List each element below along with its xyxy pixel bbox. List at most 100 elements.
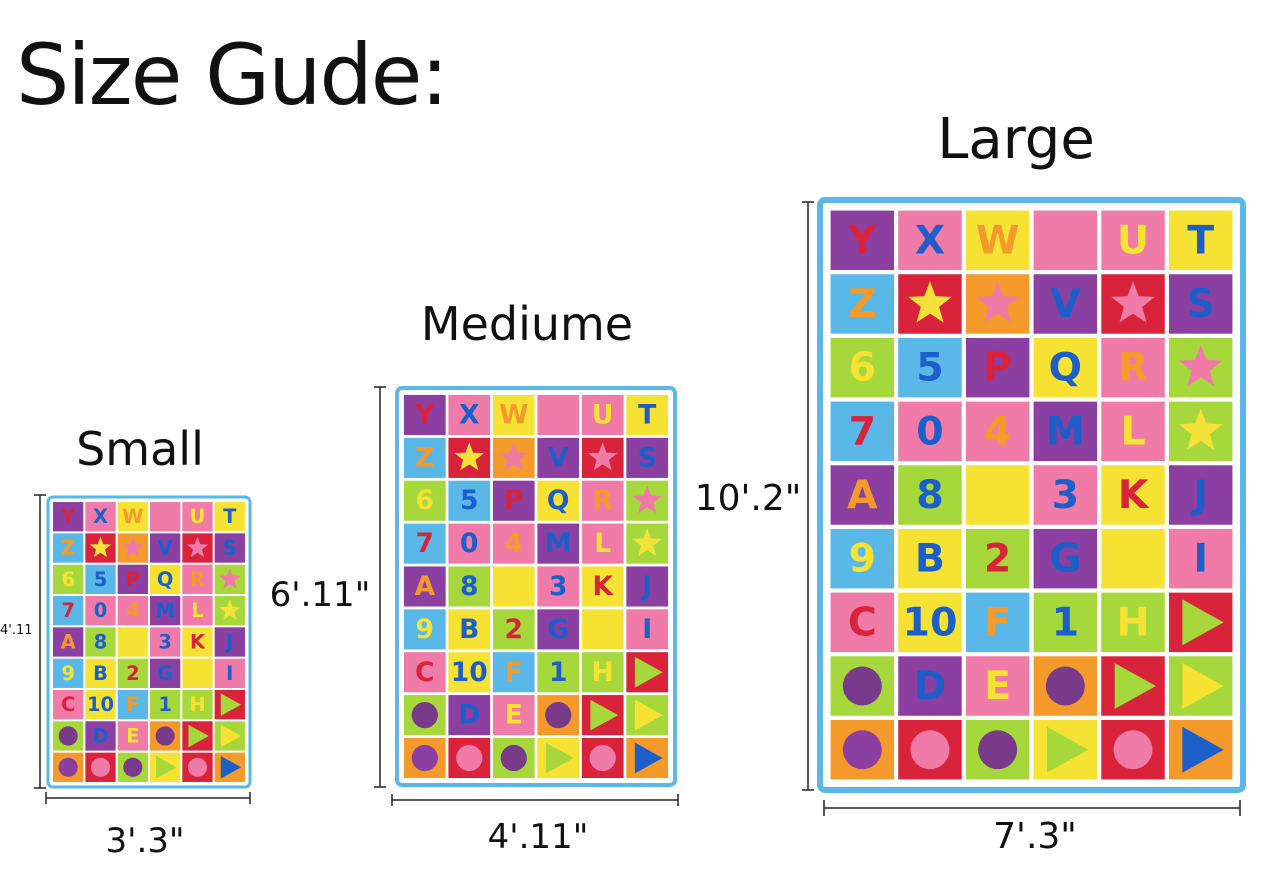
tile-letter: P (504, 485, 523, 516)
tile-letter: X (915, 217, 945, 263)
tile-letter: P (983, 345, 1012, 391)
tile (448, 480, 491, 521)
tile (85, 596, 116, 626)
tile-letter: R (1118, 345, 1148, 391)
tile (965, 210, 1030, 271)
tile-letter: T (223, 505, 237, 528)
tile (448, 566, 491, 607)
star-icon (588, 442, 618, 471)
tile (1033, 401, 1098, 462)
tile (403, 523, 446, 564)
tile (214, 533, 245, 563)
tile (965, 656, 1030, 716)
circle-icon (842, 730, 882, 770)
tile (537, 566, 580, 607)
tile (403, 437, 446, 478)
tile (53, 689, 84, 720)
tile (1033, 274, 1098, 334)
tile-letter: 1 (1052, 599, 1079, 645)
tile-letter: A (847, 472, 878, 518)
tile-letter: 1 (549, 657, 568, 688)
tile (85, 658, 116, 688)
tile-letter: 10 (903, 599, 958, 645)
tile (626, 566, 669, 607)
tile (403, 652, 446, 693)
triangle-icon (220, 693, 242, 716)
tile-letter: X (93, 505, 108, 528)
star-icon (908, 281, 952, 323)
triangle-icon (1182, 663, 1224, 709)
triangle-icon (634, 699, 663, 731)
tile-letter: S (638, 442, 657, 473)
star-icon (219, 599, 241, 620)
tile-letter: H (1116, 599, 1149, 645)
tile-letter: 6 (416, 485, 435, 516)
tile (830, 592, 895, 653)
tile (1101, 592, 1165, 653)
circle-icon (1045, 666, 1085, 706)
width-label: 7'.3" (993, 816, 1077, 857)
tile-letter: Z (848, 281, 877, 327)
tile-letter: 5 (916, 345, 943, 391)
tile-letter: U (190, 505, 206, 528)
tile (1033, 337, 1098, 398)
tile-letter: P (126, 568, 140, 591)
tile (492, 566, 535, 607)
tile (117, 689, 148, 720)
size-label: Large (937, 107, 1095, 172)
tile (581, 523, 624, 564)
tile-letter: M (156, 599, 175, 622)
tile (448, 695, 491, 736)
tile (1033, 465, 1098, 525)
tile (898, 337, 962, 398)
tile (965, 337, 1030, 398)
tile (537, 652, 580, 693)
circle-icon (978, 730, 1018, 770)
tile-letter: N (125, 631, 141, 654)
tile (537, 480, 580, 521)
tile (53, 627, 84, 657)
tile (898, 656, 962, 716)
size-label: Small (76, 422, 204, 476)
tile (830, 401, 895, 462)
tile-letter: 1 (158, 693, 172, 716)
tile (150, 533, 181, 563)
tile-letter: 4 (126, 599, 140, 622)
tile (150, 658, 181, 688)
tile-letter: B (459, 614, 479, 645)
tile (117, 564, 148, 595)
tile-letter: 9 (849, 536, 876, 582)
star-icon (1178, 344, 1223, 387)
tile-letter: 8 (460, 571, 479, 602)
dimension-lines (34, 201, 1241, 816)
tile (830, 465, 895, 525)
tile (581, 652, 624, 693)
tile-letter: 10 (87, 693, 114, 716)
tile-letter: Z (61, 537, 75, 560)
tile (898, 592, 962, 653)
tile-letter: U (592, 399, 614, 430)
tile (53, 596, 84, 626)
tile-letter: K (592, 571, 614, 602)
tile-letter: R (190, 568, 205, 591)
tile (1168, 465, 1233, 525)
tile-letter: N (981, 472, 1014, 518)
tile-letter: J (224, 631, 233, 654)
height-label: 6'.11" (270, 575, 371, 615)
tile (85, 627, 116, 657)
tile-letter: S (1186, 281, 1214, 327)
tile-letter: 3 (158, 631, 172, 654)
tile-letter: G (1049, 536, 1081, 582)
tile-letter: V (1050, 281, 1081, 327)
tile-letter: 2 (126, 662, 140, 685)
height-label: 4'.11 (0, 623, 33, 638)
tile (1168, 210, 1233, 271)
width-label: 4'.11" (488, 817, 589, 857)
tile-letter: L (191, 599, 203, 622)
tile (53, 564, 84, 595)
tile-letter: U (1117, 217, 1149, 263)
tile (182, 627, 213, 657)
tile (537, 609, 580, 650)
star-icon (219, 568, 241, 589)
circle-icon (123, 757, 143, 777)
